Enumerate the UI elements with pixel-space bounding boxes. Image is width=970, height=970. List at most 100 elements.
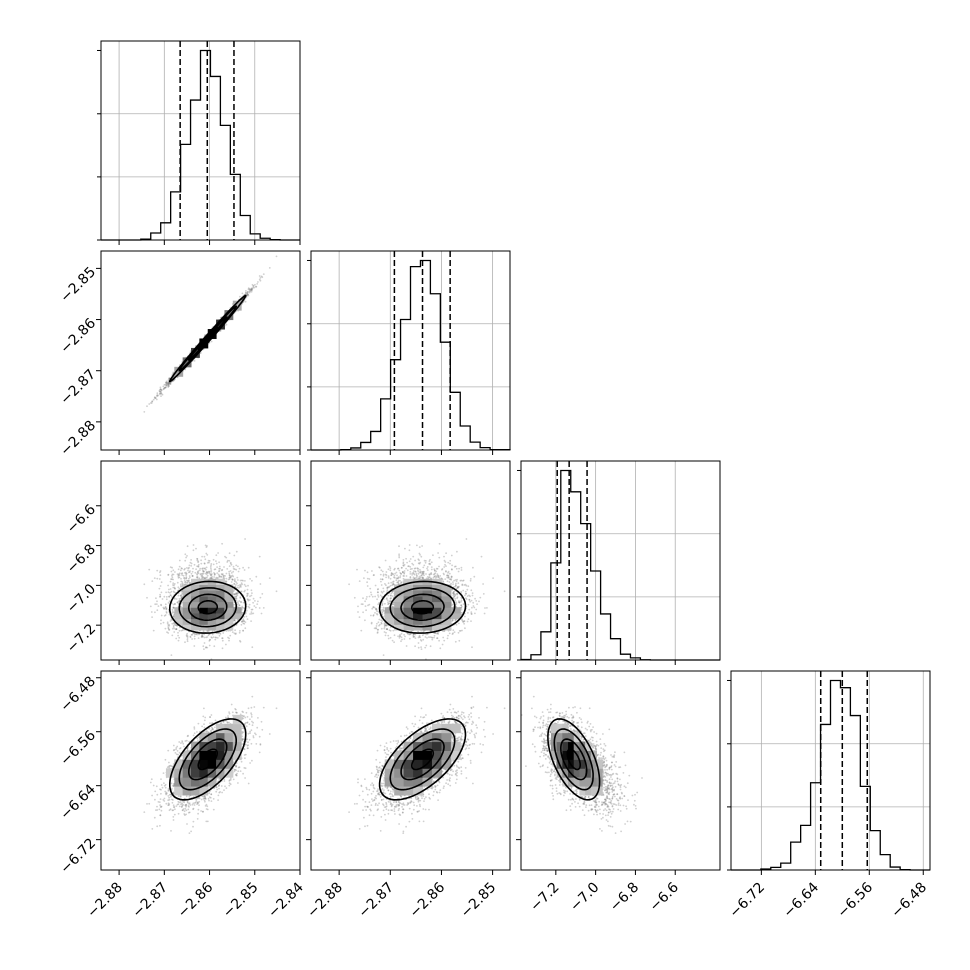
scatter-point bbox=[255, 285, 258, 288]
scatter-point bbox=[235, 564, 238, 567]
scatter-point bbox=[237, 579, 239, 581]
scatter-point bbox=[201, 574, 204, 577]
scatter-point bbox=[155, 397, 157, 399]
scatter-point bbox=[164, 383, 167, 386]
scatter-point bbox=[204, 544, 207, 547]
scatter-point bbox=[196, 557, 199, 560]
scatter-point bbox=[230, 575, 233, 578]
scatter-point bbox=[225, 630, 228, 632]
scatter-point bbox=[201, 635, 204, 638]
scatter-point bbox=[214, 573, 216, 575]
scatter-point bbox=[228, 552, 231, 555]
scatter-point bbox=[173, 631, 176, 633]
scatter-point bbox=[200, 636, 203, 638]
scatter-point bbox=[188, 564, 191, 567]
scatter-point bbox=[187, 567, 190, 570]
scatter-point bbox=[208, 572, 211, 575]
scatter-point bbox=[239, 579, 242, 582]
scatter-point bbox=[191, 575, 194, 577]
scatter-point bbox=[210, 570, 213, 573]
scatter-point bbox=[235, 550, 238, 553]
scatter-point bbox=[208, 633, 211, 636]
scatter-point bbox=[169, 383, 172, 385]
scatter-point bbox=[247, 566, 250, 569]
scatter-point bbox=[173, 591, 176, 594]
scatter-point bbox=[152, 398, 155, 401]
scatter-point bbox=[185, 572, 188, 575]
scatter-point bbox=[160, 389, 163, 391]
scatter-point bbox=[160, 390, 162, 393]
scatter-point bbox=[180, 580, 183, 583]
scatter-point bbox=[159, 388, 162, 390]
scatter-point bbox=[164, 606, 167, 608]
scatter-point bbox=[168, 377, 171, 379]
scatter-point bbox=[200, 562, 203, 565]
scatter-point bbox=[166, 383, 169, 385]
scatter-point bbox=[186, 545, 189, 548]
scatter-point bbox=[181, 567, 183, 570]
scatter-point bbox=[186, 635, 189, 638]
scatter-point bbox=[165, 611, 168, 613]
scatter-point bbox=[252, 601, 255, 604]
scatter-point bbox=[196, 571, 199, 574]
scatter-point bbox=[238, 604, 241, 606]
scatter-point bbox=[197, 563, 200, 566]
scatter-point bbox=[169, 382, 172, 384]
scatter-point bbox=[168, 628, 171, 631]
scatter-point bbox=[200, 559, 203, 562]
scatter-point bbox=[225, 556, 228, 559]
scatter-point bbox=[197, 561, 200, 564]
scatter-point bbox=[190, 565, 193, 567]
scatter-point bbox=[172, 624, 175, 627]
scatter-point bbox=[220, 576, 223, 578]
scatter-point bbox=[216, 577, 219, 580]
scatter-point bbox=[165, 385, 168, 387]
scatter-point bbox=[172, 578, 175, 581]
scatter-point bbox=[252, 285, 255, 287]
scatter-point bbox=[163, 387, 165, 390]
scatter-point bbox=[247, 293, 249, 296]
scatter-point bbox=[155, 603, 158, 605]
scatter-point bbox=[205, 646, 207, 649]
scatter-point bbox=[241, 583, 244, 586]
scatter-point bbox=[210, 636, 213, 638]
scatter-point bbox=[184, 581, 187, 584]
scatter-point bbox=[165, 608, 168, 611]
scatter-point bbox=[255, 285, 257, 288]
scatter-point bbox=[155, 398, 158, 401]
scatter-point bbox=[239, 597, 242, 599]
scatter-point bbox=[159, 390, 162, 393]
scatter-point bbox=[193, 632, 196, 635]
scatter-point bbox=[177, 573, 180, 575]
scatter-point bbox=[203, 562, 206, 565]
scatter-point bbox=[181, 596, 183, 599]
scatter-point bbox=[225, 580, 228, 583]
scatter-point bbox=[167, 627, 170, 629]
scatter-point bbox=[225, 581, 228, 583]
scatter-point bbox=[167, 584, 170, 587]
scatter-point bbox=[172, 590, 175, 593]
scatter-point bbox=[241, 621, 243, 623]
scatter-point bbox=[249, 288, 252, 291]
scatter-point bbox=[159, 388, 162, 391]
scatter-point bbox=[233, 583, 236, 585]
scatter-point bbox=[172, 371, 175, 374]
axes-frame bbox=[100, 250, 301, 451]
scatter-point bbox=[156, 392, 159, 395]
scatter-point bbox=[230, 563, 233, 566]
scatter-point bbox=[256, 603, 259, 605]
scatter-point bbox=[233, 579, 236, 582]
scatter-point bbox=[184, 368, 187, 371]
scatter-point bbox=[244, 627, 247, 630]
scatter-point bbox=[170, 618, 173, 621]
density-cell bbox=[182, 357, 192, 368]
scatter-point bbox=[192, 544, 195, 546]
scatter-point bbox=[203, 577, 206, 579]
scatter-point bbox=[156, 394, 159, 396]
scatter-point bbox=[158, 390, 161, 393]
scatter-point bbox=[196, 558, 199, 560]
scatter-point bbox=[218, 569, 221, 572]
scatter-point bbox=[259, 583, 262, 585]
scatter-point bbox=[243, 569, 246, 571]
scatter-point bbox=[251, 579, 253, 582]
